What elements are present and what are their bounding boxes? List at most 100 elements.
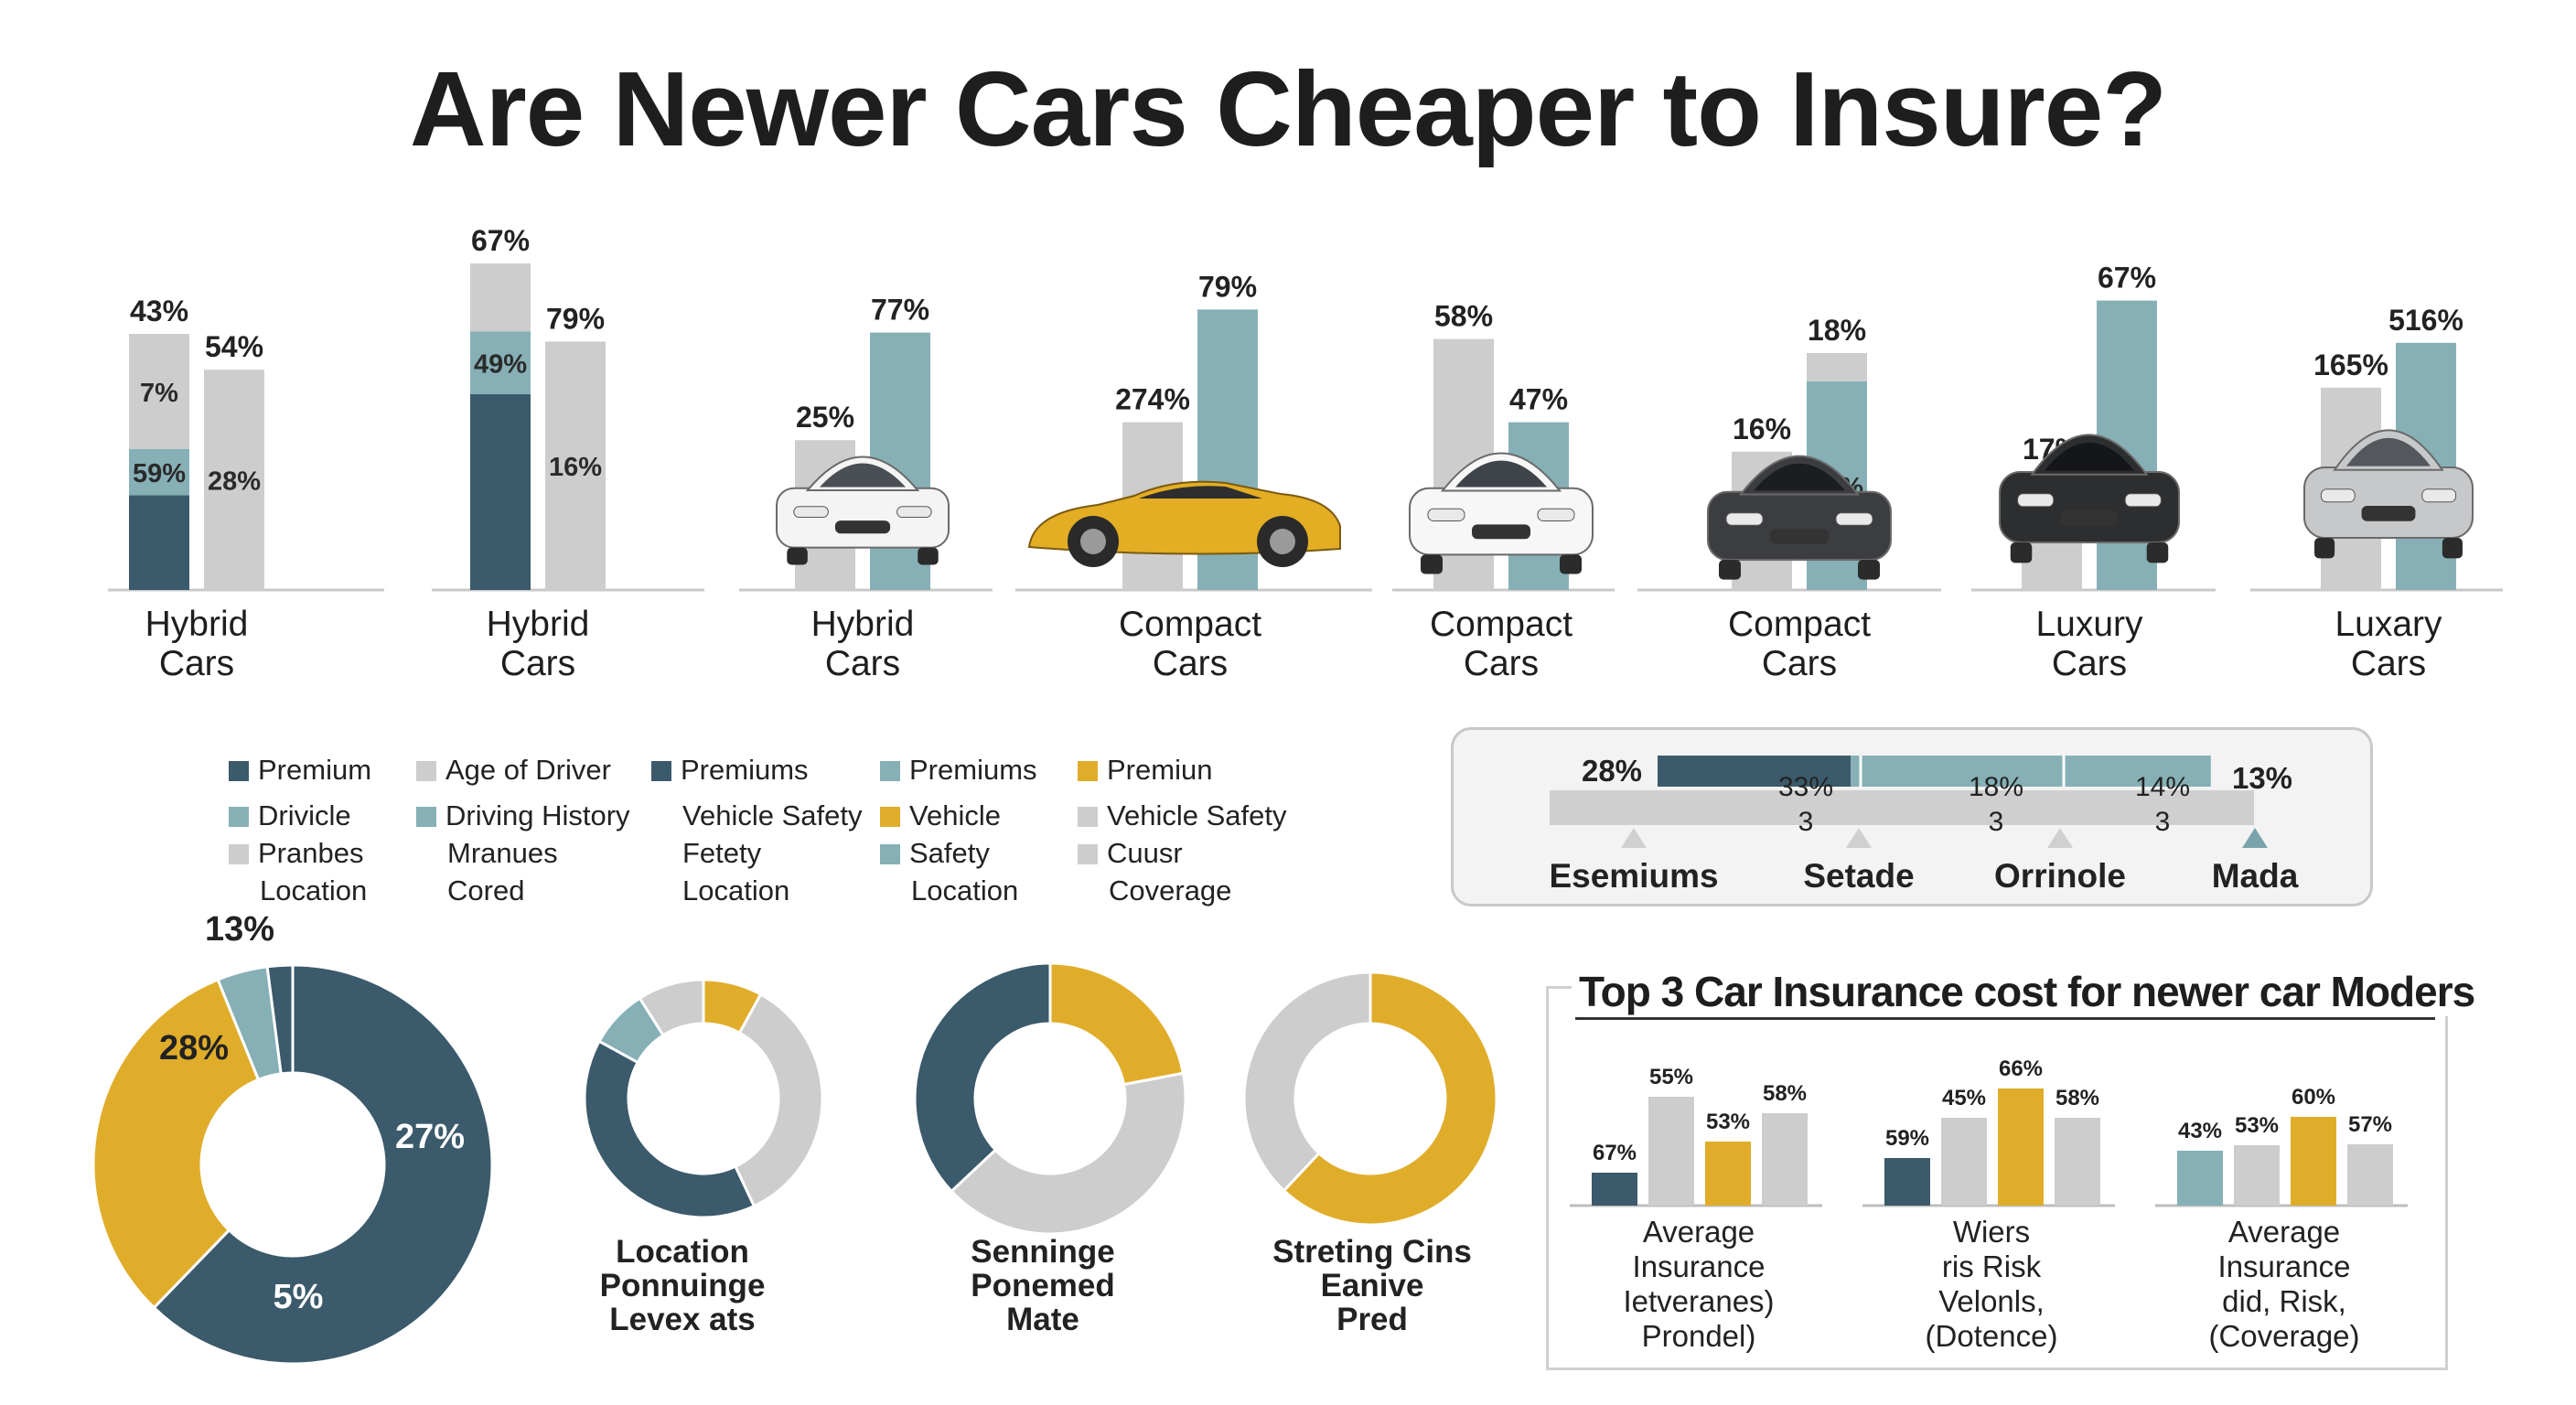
legend-label: Safety — [909, 837, 990, 869]
top3-bar — [1762, 1113, 1808, 1206]
category-label: Cars — [1464, 644, 1539, 683]
donut-slice — [583, 1039, 757, 1219]
top3-title-rule — [1575, 1017, 2435, 1020]
scale-segment-label: 3 — [1989, 807, 2004, 837]
scale-marker-label: Esemiums — [1549, 857, 1718, 895]
bar-segment-label: 28% — [208, 467, 261, 497]
car-headlight-right — [896, 506, 932, 519]
car-headlight-left — [2017, 493, 2055, 508]
scale-marker-icon — [1621, 828, 1647, 848]
bar-value-label: 274% — [1115, 383, 1190, 416]
top3-bar-label: 59% — [1885, 1126, 1929, 1151]
legend-swatch — [229, 844, 249, 864]
legend-swatch — [651, 761, 671, 781]
car-wheel-right — [918, 547, 939, 565]
legend-label: Driving History — [445, 799, 630, 831]
bar-value-label: 165% — [2313, 349, 2388, 381]
top3-bar-label: 60% — [2292, 1085, 2335, 1110]
donut-caption: Mate — [1006, 1302, 1079, 1337]
donut-caption: Pred — [1336, 1302, 1408, 1337]
legend-label: Vehicle — [909, 799, 1001, 831]
legend-swatch — [1078, 844, 1098, 864]
scale-marker-icon — [1846, 828, 1872, 848]
legend-item: Age of Driver — [416, 752, 611, 788]
scale-marker-icon — [2242, 828, 2268, 848]
scale-marker-icon — [2047, 828, 2073, 848]
legend-label: Drivicle — [258, 799, 351, 831]
top3-bar-label: 53% — [2235, 1113, 2279, 1138]
legend-label: Vehicle Safety — [1107, 799, 1287, 831]
donut-slice — [91, 977, 261, 1310]
donut-caption: Eanive — [1321, 1268, 1424, 1303]
car-grille — [1770, 529, 1829, 544]
legend-item: Fetety — [651, 835, 761, 872]
sedan-white-icon — [1409, 452, 1594, 574]
car-wheel-right — [1858, 560, 1880, 580]
legend-label: Premium — [258, 754, 372, 786]
top3-caption: (Coverage) — [2208, 1319, 2359, 1353]
bar-value-label: 516% — [2388, 304, 2463, 337]
legend-item: Cored — [416, 873, 524, 909]
top3-bar-label: 66% — [1999, 1056, 2043, 1081]
top3-bar-label: 55% — [1649, 1065, 1693, 1089]
top3-bar-label: 43% — [2178, 1119, 2222, 1143]
donut-slice — [1282, 971, 1498, 1227]
top3-caption: Velonls, — [1938, 1284, 2045, 1318]
car-headlight-right — [2421, 488, 2457, 503]
donut-slice — [949, 1071, 1187, 1236]
legend-label: Premiums — [909, 754, 1037, 786]
car-windshield — [1754, 463, 1845, 491]
legend-item: Safety — [880, 835, 990, 872]
category-label: Cars — [1153, 644, 1228, 683]
legend-item: Vehicle Safety — [651, 798, 862, 834]
car-grille — [2060, 510, 2119, 526]
donut-slice — [1242, 971, 1372, 1193]
bar-value-label: 58% — [1434, 300, 1493, 333]
scale-segment — [1658, 756, 1852, 787]
legend-swatch — [229, 761, 249, 781]
bar-value-label: 47% — [1509, 383, 1568, 416]
car-wheel-right — [1560, 554, 1582, 574]
bar-segment — [1807, 353, 1867, 381]
bar-segment — [129, 334, 189, 449]
top3-caption: Wiers — [1953, 1215, 2030, 1249]
top3-bar — [2347, 1144, 2393, 1206]
legend-label: Fetety — [682, 837, 762, 869]
donut-slice-label: 28% — [159, 1029, 229, 1067]
sedan-white-icon — [776, 456, 950, 565]
bar-segment — [545, 341, 606, 590]
category-label: Cars — [159, 644, 234, 683]
car-headlight-right — [1537, 508, 1575, 521]
category-label: Hybrid — [811, 605, 915, 644]
scale-segment — [1851, 756, 2053, 787]
category-label: Compact — [1430, 605, 1572, 644]
scale-left-label: 28% — [1582, 754, 1642, 788]
donut-slice — [152, 963, 494, 1366]
top3-bar — [2291, 1117, 2336, 1206]
donut-slice-label: 5% — [274, 1278, 324, 1316]
legend-item: Location — [229, 873, 367, 909]
donut-caption: Senninge — [971, 1234, 1115, 1270]
top3-bar — [1705, 1142, 1751, 1206]
bar-segment — [470, 263, 531, 332]
car-headlight-left — [2320, 488, 2356, 503]
legend-swatch — [880, 807, 900, 827]
category-label: Luxury — [2035, 605, 2143, 644]
legend-item: Mranues — [416, 835, 558, 872]
car-windshield — [2346, 437, 2431, 467]
legend-label: Cored — [447, 874, 525, 906]
bar-segment-label: 16% — [549, 453, 602, 482]
top3-caption: Prondel) — [1642, 1319, 1756, 1353]
top3-bar — [2055, 1118, 2100, 1206]
legend-item: Premiums — [651, 752, 809, 788]
car-grille — [1472, 524, 1530, 540]
bar-value-label: 25% — [796, 401, 854, 434]
top3-title: Top 3 Car Insurance cost for newer car M… — [1572, 967, 2483, 1016]
legend-item: Vehicle — [880, 798, 1001, 834]
top3-caption: Insurance — [2218, 1249, 2351, 1283]
car-grille — [2361, 506, 2416, 521]
donut-slice — [1048, 961, 1186, 1087]
car-wheel-left — [1421, 554, 1443, 574]
bar-segment — [129, 495, 189, 590]
